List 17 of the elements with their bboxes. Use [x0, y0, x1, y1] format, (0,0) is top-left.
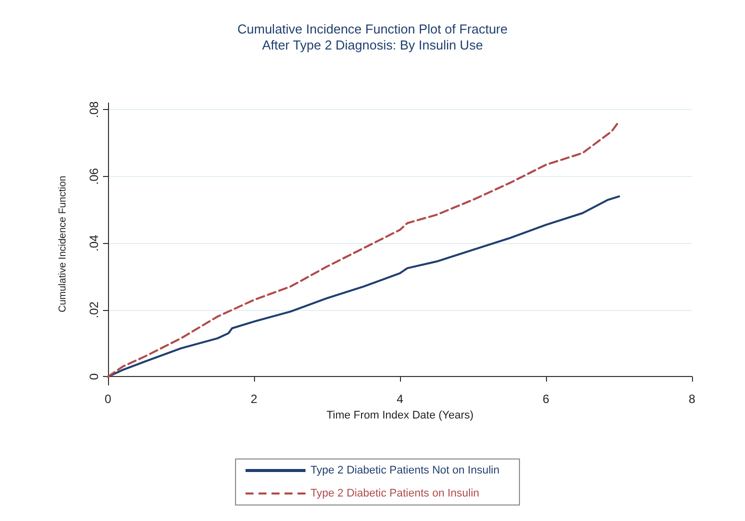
x-tick-label: 0 [104, 392, 112, 406]
y-tick-label: .04 [87, 234, 101, 252]
y-tick-label: .06 [87, 168, 101, 185]
x-tick-label: 8 [688, 392, 696, 406]
line-series [107, 195, 620, 378]
y-tick-label: .08 [87, 101, 101, 118]
x-tick-label: 4 [396, 392, 404, 406]
y-tick-label: .02 [87, 301, 101, 318]
x-tick-label: 2 [250, 392, 258, 406]
line-series [107, 120, 620, 378]
x-tick-label: 6 [542, 392, 550, 406]
chart-title: Cumulative Incidence Function Plot of Fracture After Type 2 Diagnosis: By Insulin Use [237, 22, 508, 52]
text: Type 2 Diabetic Patients Not on Insulin [310, 464, 500, 476]
y-axis-title: Cumulative Incidence Function [58, 176, 68, 312]
legend-label: Type 2 Diabetic Patients on Insulin [310, 488, 480, 500]
x-axis-title: Time From Index Date (Years) [326, 409, 474, 422]
y-tick-label: 0 [87, 373, 101, 380]
